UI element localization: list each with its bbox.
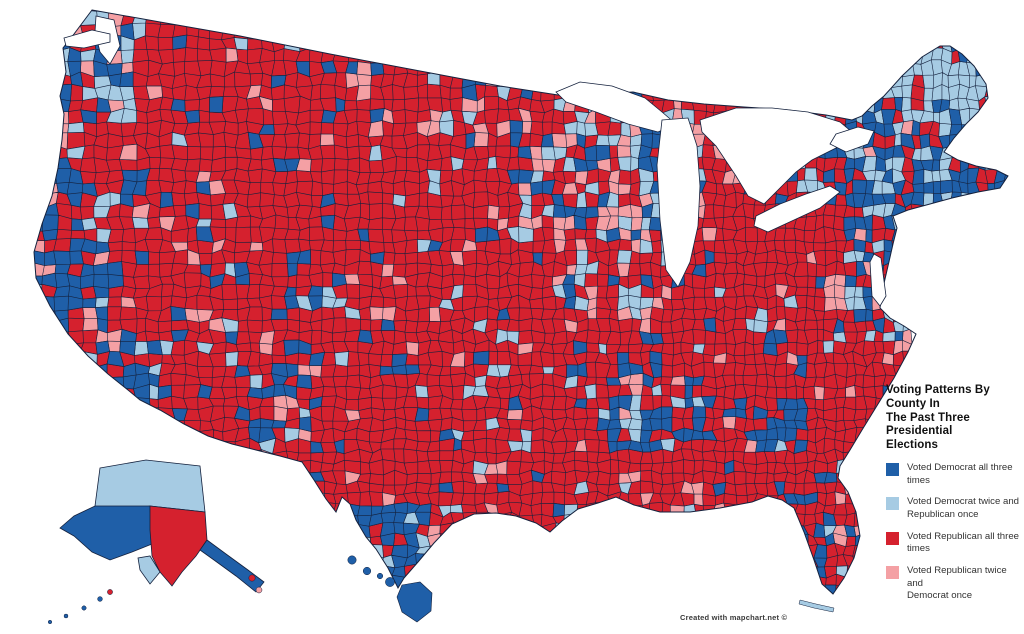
alaska-north — [94, 459, 206, 513]
attribution-text: Created with mapchart.net © — [680, 613, 788, 622]
lake-erie — [753, 185, 841, 233]
legend-swatch-rep-all-three — [886, 531, 899, 545]
alaska-south — [149, 505, 208, 587]
legend-items: Voted Democrat all three times Voted Demo… — [886, 462, 1024, 603]
alaska-island — [107, 589, 113, 595]
legend-item-label: Voted Democrat all three times — [907, 461, 1013, 486]
legend-swatch-dem-twice — [886, 497, 899, 511]
florida-keys — [798, 599, 835, 613]
hawaii-island — [385, 577, 395, 587]
hawaii-island — [362, 566, 372, 576]
legend-title: Voting Patterns By County In The Past Th… — [886, 384, 990, 452]
legend-item-rep-all-three: Voted Republican all three times — [886, 531, 1024, 556]
legend-item-label: Voted Democrat twice and Republican once — [907, 496, 1019, 520]
alaska-panhandle — [199, 539, 265, 593]
legend-item-label: Voted Republican twice and Democrat once — [907, 564, 1007, 602]
alaska-region — [47, 459, 265, 625]
juan-de-fuca — [63, 29, 111, 49]
lower48-outline — [33, 9, 1009, 595]
lake-michigan — [656, 117, 701, 288]
hawaii-island — [376, 572, 384, 580]
legend-swatch-rep-twice — [886, 565, 899, 579]
legend-item-dem-twice: Voted Democrat twice and Republican once — [886, 496, 1024, 521]
hawaii-big-island — [396, 581, 433, 623]
alaska-kenai — [137, 555, 161, 585]
alaska-west — [59, 505, 153, 561]
alaska-island — [255, 586, 263, 594]
alaska-island — [81, 605, 87, 611]
hawaii-island — [347, 555, 357, 565]
legend-item-dem-all-three: Voted Democrat all three times — [886, 462, 1024, 487]
legend-item-label: Voted Republican all three times — [907, 530, 1020, 555]
chesapeake-bay — [869, 253, 887, 307]
lake-ontario — [829, 126, 875, 153]
legend: Voting Patterns By County In The Past Th… — [886, 384, 1024, 603]
legend-swatch-dem-all-three — [886, 462, 899, 476]
hawaii-region — [347, 555, 433, 623]
alaska-island — [97, 596, 103, 602]
alaska-island — [248, 574, 256, 582]
alaska-island — [47, 619, 53, 625]
legend-item-rep-twice: Voted Republican twice and Democrat once — [886, 565, 1024, 603]
lake-huron — [699, 107, 853, 205]
alaska-island — [63, 613, 69, 619]
